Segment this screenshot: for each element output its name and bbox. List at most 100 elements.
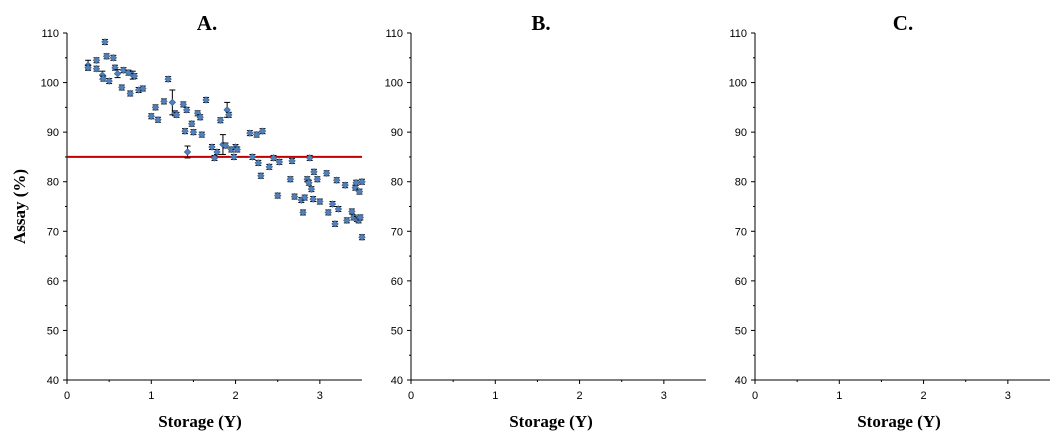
point-marker bbox=[275, 158, 284, 166]
data-point bbox=[348, 207, 356, 216]
point-marker bbox=[208, 143, 216, 151]
data-point bbox=[341, 181, 349, 189]
data-point bbox=[164, 75, 172, 83]
point-marker bbox=[92, 56, 101, 64]
data-point bbox=[358, 178, 366, 186]
data-point bbox=[355, 187, 364, 196]
point-marker bbox=[334, 205, 343, 213]
data-point bbox=[334, 205, 343, 213]
point-marker bbox=[99, 74, 107, 83]
data-point bbox=[210, 154, 219, 162]
point-marker bbox=[230, 153, 238, 161]
x-tick-label: 2 bbox=[577, 390, 583, 402]
data-point bbox=[258, 127, 267, 135]
x-tick-label: 0 bbox=[408, 390, 414, 402]
point-marker bbox=[130, 72, 139, 80]
point-marker bbox=[307, 185, 316, 193]
data-point bbox=[188, 120, 196, 128]
data-point bbox=[322, 169, 331, 177]
y-tick-label: 70 bbox=[391, 226, 403, 238]
data-point bbox=[189, 128, 198, 136]
x-tick-label: 3 bbox=[661, 390, 667, 402]
data-point bbox=[310, 168, 318, 176]
data-point bbox=[246, 129, 254, 137]
point-marker bbox=[309, 195, 317, 203]
data-point bbox=[356, 213, 364, 222]
point-marker bbox=[225, 111, 233, 119]
data-point bbox=[352, 179, 360, 187]
data-point bbox=[181, 127, 189, 135]
data-point bbox=[254, 159, 263, 167]
x-tick-label: 1 bbox=[148, 390, 154, 402]
data-point bbox=[305, 179, 313, 187]
point-marker bbox=[246, 129, 254, 137]
point-marker bbox=[288, 157, 296, 165]
y-tick-label: 50 bbox=[391, 325, 403, 337]
y-tick-label: 110 bbox=[729, 28, 747, 40]
data-point bbox=[269, 154, 278, 162]
point-marker bbox=[355, 187, 364, 196]
point-marker bbox=[254, 159, 263, 167]
point-marker bbox=[216, 116, 225, 124]
point-marker bbox=[196, 113, 204, 121]
data-point bbox=[119, 66, 128, 74]
data-point bbox=[233, 145, 241, 154]
data-point bbox=[202, 96, 210, 104]
data-point bbox=[99, 74, 107, 83]
data-point bbox=[102, 52, 111, 60]
panel-title: B. bbox=[531, 11, 550, 35]
y-tick-label: 110 bbox=[385, 28, 403, 40]
point-marker bbox=[352, 179, 360, 187]
point-marker bbox=[109, 54, 118, 62]
data-point bbox=[179, 100, 187, 109]
point-marker bbox=[189, 128, 198, 136]
point-marker bbox=[257, 172, 265, 180]
data-point bbox=[92, 56, 101, 64]
point-marker bbox=[105, 77, 113, 85]
point-marker bbox=[274, 191, 282, 200]
point-marker bbox=[188, 120, 196, 128]
y-tick-label: 90 bbox=[47, 127, 59, 139]
point-marker bbox=[168, 98, 177, 107]
point-marker bbox=[290, 192, 299, 201]
point-marker bbox=[183, 148, 192, 156]
data-point bbox=[84, 64, 92, 72]
data-point bbox=[113, 69, 122, 79]
point-marker bbox=[328, 200, 337, 208]
data-point bbox=[288, 157, 296, 165]
y-tick-label: 90 bbox=[391, 127, 403, 139]
point-marker bbox=[101, 38, 109, 46]
point-marker bbox=[102, 52, 111, 60]
point-marker bbox=[119, 66, 128, 74]
y-tick-label: 40 bbox=[391, 375, 403, 387]
y-tick-label: 80 bbox=[391, 177, 403, 189]
point-marker bbox=[358, 233, 366, 241]
data-point bbox=[343, 216, 351, 225]
data-point bbox=[290, 192, 299, 201]
data-point bbox=[301, 193, 309, 202]
y-tick-label: 70 bbox=[47, 226, 59, 238]
x-axis-label: Storage (Y) bbox=[509, 412, 593, 431]
data-point bbox=[286, 175, 295, 183]
data-point bbox=[216, 116, 225, 124]
data-point bbox=[154, 116, 162, 124]
point-marker bbox=[92, 65, 101, 73]
data-point bbox=[358, 233, 366, 241]
x-tick-label: 1 bbox=[836, 390, 842, 402]
y-tick-label: 60 bbox=[47, 276, 59, 288]
data-point bbox=[331, 220, 339, 228]
chart-panel-0: A. 40 50 60 70 80 90 100 110 0 1 2 3 Storage (Y) Assay… bbox=[10, 11, 366, 431]
point-marker bbox=[139, 84, 147, 93]
data-point bbox=[160, 97, 168, 106]
y-tick-label: 50 bbox=[47, 325, 59, 337]
data-point bbox=[306, 154, 314, 162]
data-point bbox=[316, 197, 324, 206]
data-point bbox=[118, 83, 126, 92]
point-marker bbox=[316, 197, 324, 206]
y-tick-label: 60 bbox=[391, 276, 403, 288]
point-marker bbox=[305, 179, 313, 187]
data-point bbox=[221, 141, 230, 150]
data-point bbox=[248, 153, 257, 161]
chart-panel-1: B. 40 50 60 70 80 90 100 110 0 1 2 3 Storage (Y) bbox=[385, 11, 706, 431]
